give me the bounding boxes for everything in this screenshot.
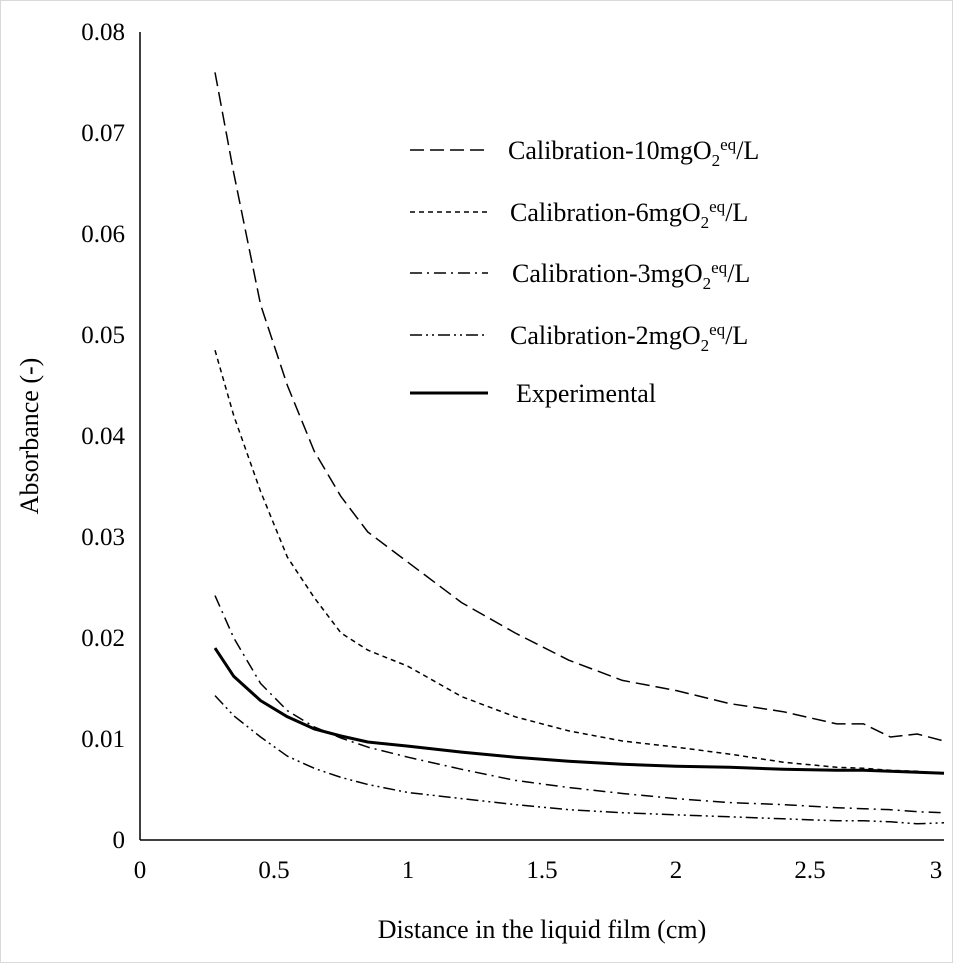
y-tick-label: 0.01 (81, 726, 125, 753)
series-line-2 (214, 349, 945, 775)
legend: Calibration-10mgO2eq/L Calibration-6mgO2e… (410, 135, 759, 408)
y-tick-label: 0.02 (81, 625, 125, 652)
legend-label-4: Calibration-2mgO2eq/L (510, 320, 748, 355)
series-line-3 (214, 595, 945, 814)
legend-label-5: Experimental (516, 379, 656, 408)
axes (139, 32, 944, 841)
legend-label-2: Calibration-6mgO2eq/L (510, 197, 748, 232)
y-tick-label: 0.08 (81, 19, 125, 46)
x-tick-label: 1 (402, 857, 415, 884)
x-tick-label: 2 (670, 857, 683, 884)
y-tick-label: 0.06 (81, 221, 125, 248)
y-tick-label: 0.05 (81, 322, 125, 349)
legend-label-1: Calibration-10mgO2eq/L (508, 135, 759, 170)
legend-label-3: Calibration-3mgO2eq/L (512, 258, 750, 293)
x-tick-label: 1.5 (526, 857, 557, 884)
y-tick-label: 0.03 (81, 524, 125, 551)
x-axis-title: Distance in the liquid film (cm) (378, 915, 707, 944)
series-lines (213, 72, 945, 825)
series-line-4 (214, 695, 945, 825)
series-line-5 (213, 647, 945, 775)
y-tick-label: 0.07 (81, 120, 125, 147)
x-tick-label: 3 (930, 857, 943, 884)
y-axis-title: Absorbance (-) (15, 358, 44, 515)
x-tick-label: 0.5 (258, 857, 289, 884)
series-line-1 (214, 72, 945, 742)
y-tick-labels: 0 0.01 0.02 0.03 0.04 0.05 0.06 0.07 0.08 (81, 19, 125, 854)
x-tick-label: 2.5 (794, 857, 825, 884)
x-tick-labels: 0 0.5 1 1.5 2 2.5 3 (134, 857, 943, 884)
y-tick-label: 0.04 (81, 423, 125, 450)
y-tick-label: 0 (113, 827, 126, 854)
x-tick-label: 0 (134, 857, 147, 884)
